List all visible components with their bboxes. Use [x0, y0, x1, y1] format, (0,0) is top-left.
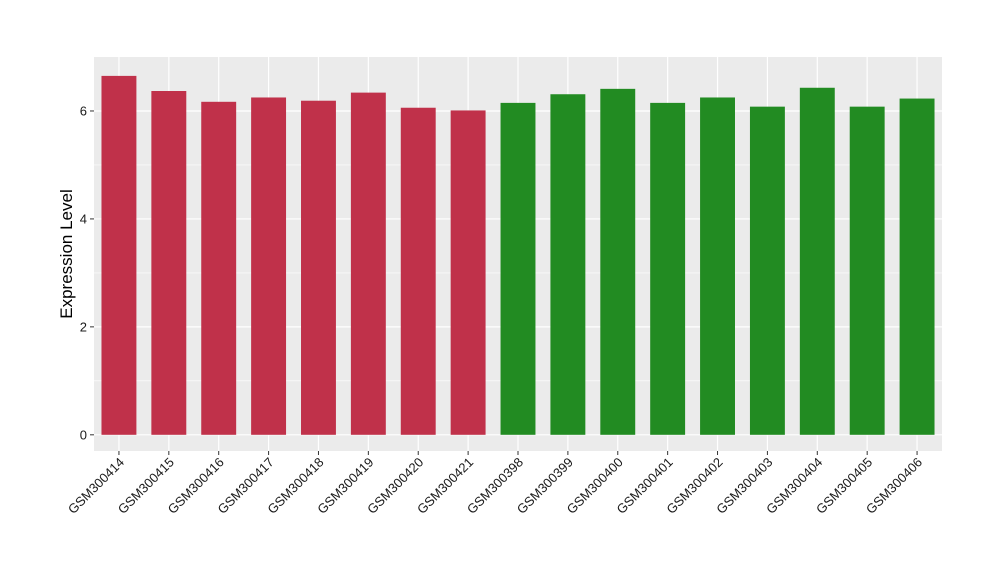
bar-GSM300419: [350, 92, 386, 435]
bar-GSM300404: [799, 87, 835, 435]
bar-GSM300405: [849, 106, 885, 435]
bar-GSM300399: [550, 94, 586, 435]
bar-GSM300418: [301, 100, 336, 435]
y-axis-title: Expression Level: [57, 189, 76, 318]
bar-GSM300414: [101, 75, 137, 435]
bar-GSM300400: [600, 88, 636, 435]
bar-GSM300401: [650, 102, 686, 435]
bar-GSM300420: [400, 107, 436, 435]
y-axis: 0 2 4 6: [80, 103, 94, 442]
bars: [101, 75, 935, 435]
y-tick-label: 6: [80, 103, 87, 118]
bar-GSM300406: [899, 98, 935, 435]
bar-GSM300402: [700, 97, 735, 435]
bar-GSM300421: [450, 110, 486, 435]
y-tick-label: 4: [80, 211, 87, 226]
bar-GSM300415: [151, 91, 187, 435]
bar-GSM300398: [500, 102, 536, 435]
y-tick-label: 0: [80, 427, 87, 442]
y-tick-label: 2: [80, 319, 87, 334]
bar-GSM300417: [251, 97, 287, 435]
bar-GSM300416: [201, 101, 237, 435]
x-axis: GSM300414GSM300415GSM300416GSM300417GSM3…: [65, 451, 925, 517]
bar-GSM300403: [749, 106, 785, 435]
